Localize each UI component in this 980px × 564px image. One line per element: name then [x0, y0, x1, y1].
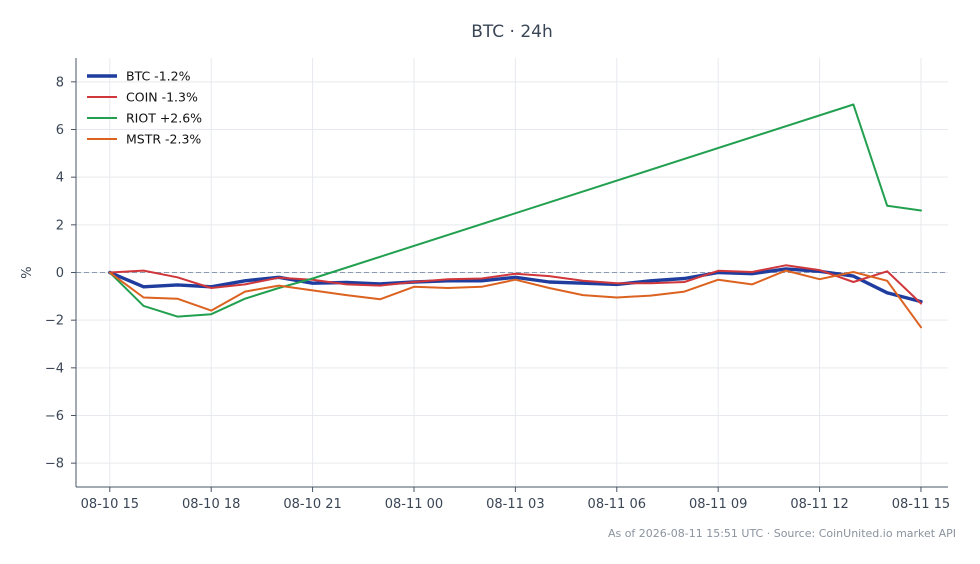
legend-label-btc: BTC -1.2% [126, 69, 191, 84]
y-tick-label: 2 [56, 218, 64, 233]
y-axis-label: % [20, 266, 35, 278]
x-axis-ticks: 08-10 15 08-10 18 08-10 21 08-11 00 08-11 03… [81, 487, 950, 512]
x-tick-label: 08-11 12 [790, 497, 848, 512]
series-line-coin [108, 264, 922, 305]
legend-label-riot: RIOT +2.6% [126, 111, 202, 126]
y-tick-label: −8 [45, 457, 64, 472]
x-tick-label: 08-10 21 [283, 497, 341, 512]
x-tick-label: 08-11 09 [689, 497, 747, 512]
y-tick-label: 8 [56, 75, 64, 90]
y-tick-label: 6 [56, 123, 64, 138]
y-tick-label: 4 [56, 171, 64, 186]
x-tick-label: 08-10 15 [81, 497, 139, 512]
series-line-mstr [108, 269, 922, 329]
legend-label-mstr: MSTR -2.3% [126, 132, 201, 147]
legend-label-coin: COIN -1.3% [126, 90, 198, 105]
x-tick-label: 08-11 03 [486, 497, 544, 512]
series-line-riot [108, 103, 922, 318]
chart-title: BTC · 24h [471, 22, 553, 42]
y-tick-label: 0 [56, 266, 64, 281]
x-tick-label: 08-11 06 [588, 497, 646, 512]
series-line-btc [108, 267, 923, 304]
y-axis-ticks: −8 −6 −4 −2 0 2 4 6 8 [45, 75, 76, 472]
x-tick-label: 08-11 00 [385, 497, 443, 512]
series-lines [108, 103, 923, 329]
x-tick-label: 08-10 18 [182, 497, 240, 512]
legend: BTC -1.2% COIN -1.3% RIOT +2.6% MSTR -2.3% [87, 69, 202, 147]
footer-source-note: As of 2026-08-11 15:51 UTC · Source: Coi… [608, 527, 956, 540]
y-tick-label: −2 [45, 314, 64, 329]
y-tick-label: −4 [45, 361, 64, 376]
x-tick-label: 08-11 15 [892, 497, 950, 512]
y-tick-label: −6 [45, 409, 64, 424]
